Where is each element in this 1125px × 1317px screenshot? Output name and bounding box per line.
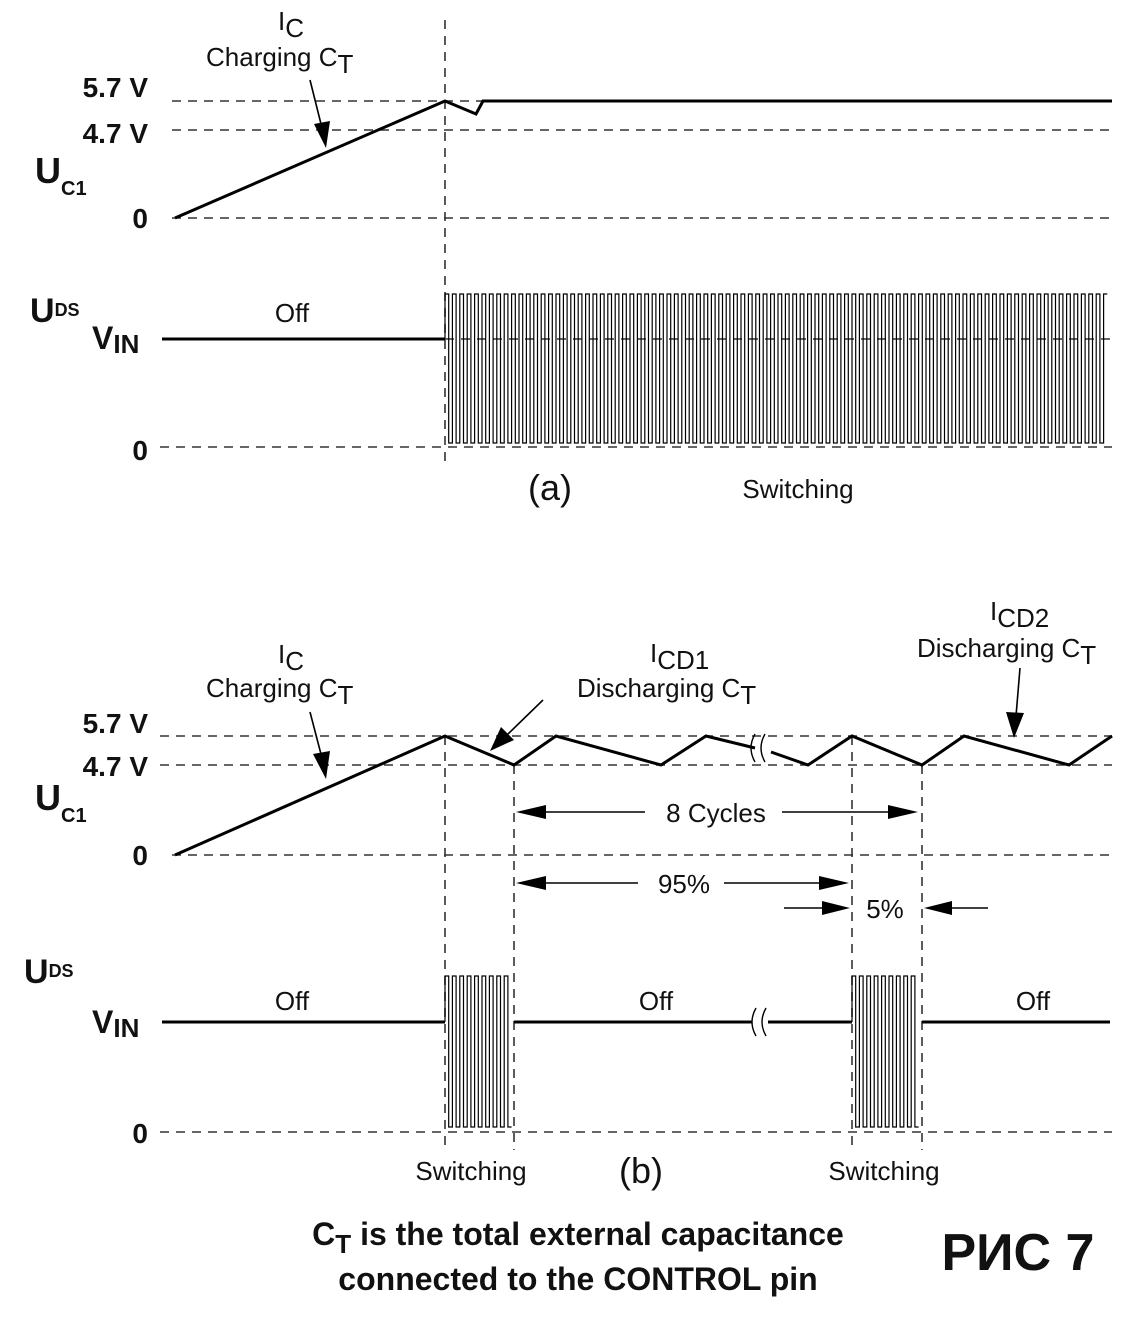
a-level-47: 4.7 V — [83, 118, 149, 149]
b-switching-block-2 — [851, 975, 919, 1128]
a-switching-block-wave — [444, 293, 1108, 444]
b-icd2-arrow-line — [1015, 667, 1021, 717]
b-level-47: 4.7 V — [83, 751, 149, 782]
b-level-57: 5.7 V — [83, 708, 149, 739]
a-charging-arrowhead — [314, 121, 330, 148]
b-cycles-arrowhead-right — [888, 805, 918, 819]
b-vin-label: VIN — [92, 1004, 139, 1043]
a-switching-label: Switching — [742, 474, 853, 504]
a-panel-tag: (a) — [528, 467, 572, 508]
b-discharging2-label: Discharging CT — [917, 633, 1096, 670]
b-break-mark-uc1 — [750, 733, 766, 763]
figure-tag: РИС 7 — [942, 1224, 1095, 1282]
b-5-label: 5% — [866, 894, 904, 924]
b-switching-block-2-wave — [851, 975, 919, 1128]
b-break-mark-uds — [751, 1007, 767, 1037]
b-switching-block-1-wave — [444, 975, 512, 1128]
b-discharging1-label: Discharging CT — [577, 673, 756, 710]
b-uc1-label: UC1 — [35, 777, 87, 827]
b-level-zero-bottom: 0 — [132, 1118, 148, 1149]
a-switching-block — [444, 293, 1108, 444]
b-charging-label: Charging CT — [206, 673, 354, 710]
b-icd2-label: ICD2 — [990, 596, 1049, 633]
b-switching-block-1 — [444, 975, 512, 1128]
b-uc1-trace-2 — [770, 734, 1113, 767]
b-uds-label: UDS — [24, 953, 74, 991]
a-uds-label: UDS — [30, 292, 80, 330]
a-off-label: Off — [275, 298, 310, 328]
a-uc1-label: UC1 — [35, 150, 87, 200]
b-charging-arrowhead — [313, 751, 330, 779]
a-level-zero-bottom: 0 — [132, 435, 148, 466]
a-charging-label: Charging CT — [206, 42, 354, 79]
b-95-arrowhead-left — [516, 876, 546, 890]
b-icd1-arrow-line — [507, 699, 544, 735]
a-ic-label: IC — [278, 6, 304, 43]
b-cycles-label: 8 Cycles — [666, 798, 766, 828]
b-cycles-arrowhead-left — [516, 805, 546, 819]
caption: CT is the total external capacitance con… — [312, 1216, 1094, 1297]
b-ic-label: IC — [278, 639, 304, 676]
a-level-zero-top: 0 — [132, 203, 148, 234]
b-level-zero-top: 0 — [132, 840, 148, 871]
b-uc1-trace-1 — [174, 734, 756, 857]
a-level-57: 5.7 V — [83, 72, 149, 103]
b-switching-label-1: Switching — [415, 1156, 526, 1186]
caption-line-1: CT is the total external capacitance — [312, 1216, 844, 1259]
a-charging-arrow-line — [309, 79, 323, 129]
panel-b: 5.7 V 4.7 V UC1 0 UDS VIN 0 IC Charging … — [24, 596, 1113, 1191]
caption-line-2: connected to the CONTROL pin — [338, 1261, 817, 1297]
a-vin-label: VIN — [92, 320, 139, 359]
b-charging-arrow-line — [309, 711, 323, 759]
b-95-label: 95% — [658, 869, 710, 899]
a-uc1-trace — [174, 99, 1112, 220]
b-panel-tag: (b) — [619, 1150, 663, 1191]
b-5-arrowhead-right — [924, 901, 952, 915]
b-off-label-3: Off — [1016, 986, 1051, 1016]
b-icd2-arrowhead — [1006, 712, 1024, 738]
b-icd1-label: ICD1 — [650, 638, 709, 675]
b-95-arrowhead-right — [819, 876, 849, 890]
b-off-label-1: Off — [275, 986, 310, 1016]
panel-a: 5.7 V 4.7 V UC1 0 UDS VIN 0 IC Charging … — [30, 6, 1112, 508]
b-icd1-arrowhead — [490, 727, 514, 751]
b-off-label-2: Off — [639, 986, 674, 1016]
b-switching-label-2: Switching — [828, 1156, 939, 1186]
b-5-arrowhead-left — [822, 901, 850, 915]
